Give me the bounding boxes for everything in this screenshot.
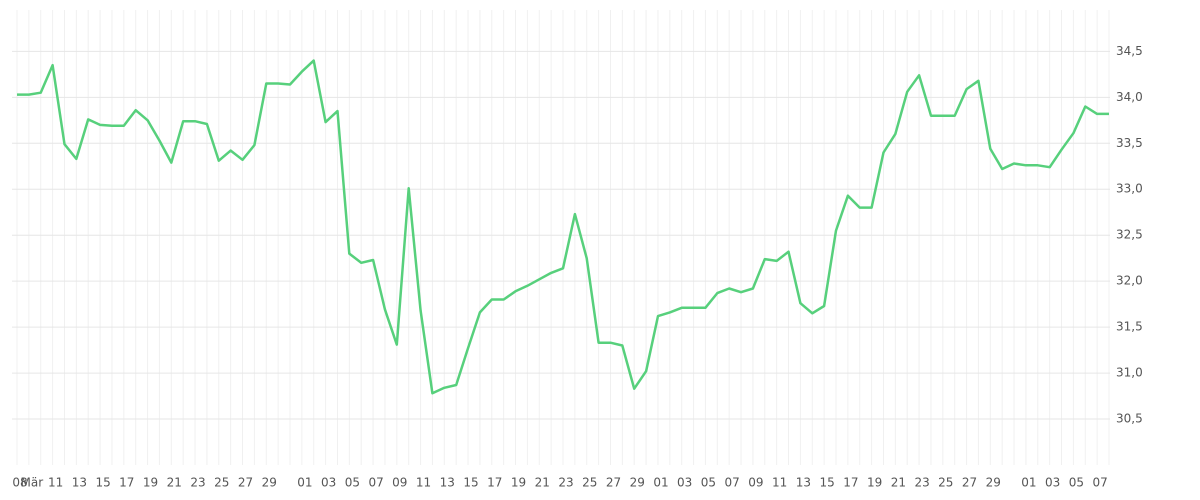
x-tick-label: 27: [962, 476, 977, 490]
x-tick-label: 13: [440, 476, 455, 490]
x-tick-label: 17: [487, 476, 502, 490]
x-tick-label: 23: [190, 476, 205, 490]
y-tick-label: 30,5: [1116, 412, 1143, 426]
x-tick-label: 13: [796, 476, 811, 490]
x-tick-label: 27: [238, 476, 253, 490]
x-tick-label: 03: [321, 476, 336, 490]
y-tick-label: 32,0: [1116, 274, 1143, 288]
x-tick-label: 15: [463, 476, 478, 490]
y-tick-label: 32,5: [1116, 228, 1143, 242]
x-tick-label: 07: [368, 476, 383, 490]
x-tick-label: 05: [345, 476, 360, 490]
x-tick-label: 01: [1021, 476, 1036, 490]
x-tick-label: 05: [1069, 476, 1084, 490]
y-tick-label: 34,0: [1116, 90, 1143, 104]
x-tick-label: 27: [606, 476, 621, 490]
x-tick-label: 17: [843, 476, 858, 490]
y-tick-label: 33,5: [1116, 136, 1143, 150]
x-tick-label: 23: [914, 476, 929, 490]
x-tick-label: 29: [262, 476, 277, 490]
x-tick-label: 25: [938, 476, 953, 490]
x-tick-label: 11: [416, 476, 431, 490]
y-tick-label: 33,0: [1116, 182, 1143, 196]
x-tick-label: 13: [72, 476, 87, 490]
x-tick-label: 15: [95, 476, 110, 490]
x-tick-label: 11: [772, 476, 787, 490]
y-tick-label: 31,0: [1116, 366, 1143, 380]
y-tick-label: 34,5: [1116, 44, 1143, 58]
x-tick-label: 03: [1045, 476, 1060, 490]
y-tick-label: 31,5: [1116, 320, 1143, 334]
x-tick-label: 19: [511, 476, 526, 490]
x-tick-label: 07: [1092, 476, 1107, 490]
x-tick-label: 08: [12, 476, 27, 490]
x-tick-label: 21: [891, 476, 906, 490]
x-tick-label: 25: [582, 476, 597, 490]
x-tick-label: 01: [297, 476, 312, 490]
x-tick-label: 07: [725, 476, 740, 490]
x-tick-label: 29: [630, 476, 645, 490]
line: [17, 59, 1109, 395]
x-tick-label: 05: [701, 476, 716, 490]
x-tick-label: 03: [677, 476, 692, 490]
x-tick-label: 09: [748, 476, 763, 490]
x-tick-label: 15: [819, 476, 834, 490]
x-tick-label: 29: [986, 476, 1001, 490]
x-tick-label: 11: [48, 476, 63, 490]
x-tick-label: 19: [867, 476, 882, 490]
x-tick-label: 21: [535, 476, 550, 490]
x-tick-label: 09: [392, 476, 407, 490]
x-tick-label: 01: [653, 476, 668, 490]
x-tick-label: 25: [214, 476, 229, 490]
x-tick-label: 17: [119, 476, 134, 490]
x-tick-label: 21: [167, 476, 182, 490]
x-tick-label: 23: [558, 476, 573, 490]
x-tick-label: Mär: [21, 476, 44, 490]
x-tick-label: 19: [143, 476, 158, 490]
